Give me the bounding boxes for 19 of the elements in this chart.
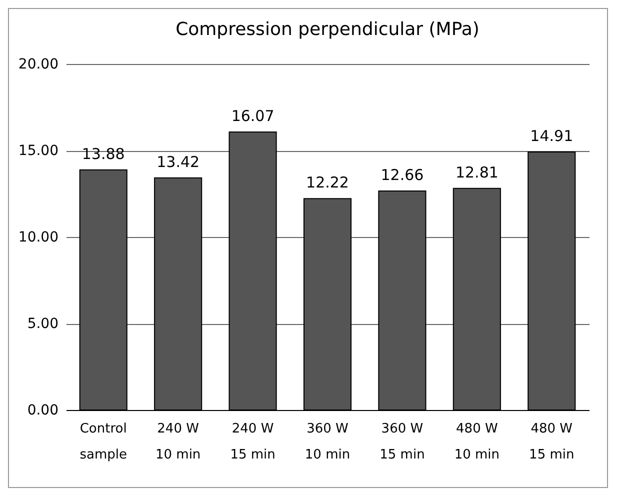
y-tick-label: 10.00	[18, 230, 58, 246]
y-tick-label: 5.00	[27, 316, 58, 332]
x-tick-label: 480 W 15 min	[529, 422, 574, 462]
data-label: 13.42	[156, 152, 200, 171]
data-label: 14.91	[530, 127, 574, 146]
y-tick-label: 15.00	[18, 143, 58, 159]
y-tick-label: 20.00	[18, 56, 58, 72]
x-tick-label: 360 W 10 min	[304, 422, 350, 462]
data-label: 16.07	[231, 106, 274, 125]
x-tick-label: 480 W 10 min	[454, 422, 500, 462]
x-tick-label: 360 W 15 min	[380, 422, 425, 462]
x-tick-label: 240 W 10 min	[155, 422, 201, 462]
x-tick-label: Control sample	[80, 422, 127, 462]
chart-title: Compression perpendicular (MPa)	[176, 19, 480, 40]
y-tick-label: 0.00	[27, 402, 58, 418]
x-tick-label: 240 W 15 min	[230, 422, 276, 462]
data-label: 12.66	[380, 166, 424, 184]
data-label: 12.22	[306, 174, 349, 192]
data-label: 12.81	[455, 163, 498, 182]
